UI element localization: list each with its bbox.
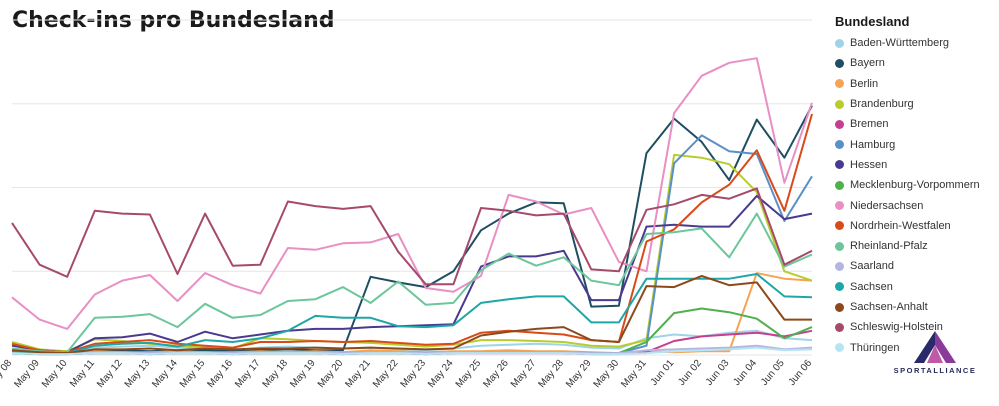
- x-tick-label: May 09: [12, 358, 42, 391]
- legend-marker: [835, 221, 844, 231]
- legend-marker: [835, 241, 844, 251]
- legend-label: Berlin: [850, 77, 879, 90]
- x-tick-label: May 14: [150, 358, 180, 391]
- x-tick-label: May 31: [619, 358, 649, 391]
- x-tick-label: Jun 03: [704, 358, 732, 388]
- series-line-schleswig-holstein: [11, 187, 813, 286]
- legend-item[interactable]: Brandenburg: [835, 94, 995, 114]
- legend-marker: [835, 261, 844, 271]
- series-line-bayern: [11, 105, 813, 354]
- series-line-hessen: [11, 194, 813, 354]
- legend-item[interactable]: Sachsen-Anhalt: [835, 297, 995, 317]
- legend-label: Hessen: [850, 158, 888, 171]
- legend-marker: [835, 180, 844, 190]
- legend-marker: [835, 201, 844, 211]
- series-line-niedersachsen: [11, 57, 813, 330]
- x-tick-label: Jun 04: [731, 358, 759, 388]
- legend-marker: [835, 282, 844, 292]
- legend-item[interactable]: Bayern: [835, 53, 995, 73]
- series-line-th-ringen: [11, 346, 813, 356]
- legend-label: Bayern: [850, 57, 885, 70]
- x-tick-label: May 30: [592, 358, 622, 391]
- x-tick-label: May 24: [426, 358, 456, 391]
- legend-label: Sachsen: [850, 280, 893, 293]
- legend-marker: [835, 140, 844, 150]
- legend-label: Sachsen-Anhalt: [850, 301, 928, 313]
- series-line-rheinland-pfalz: [11, 212, 813, 354]
- legend-label: Schleswig-Holstein: [850, 321, 943, 334]
- x-tick-label: May 12: [95, 358, 125, 391]
- legend-marker: [835, 322, 844, 332]
- legend-item[interactable]: Rheinland-Pfalz: [835, 236, 995, 256]
- legend-item[interactable]: Hamburg: [835, 134, 995, 154]
- legend-items: Baden-Württemberg Bayern Berlin Brandenburg…: [835, 33, 995, 358]
- sportalliance-logo: SPORTALLIANCE: [890, 330, 980, 375]
- sportalliance-logo-icon: [914, 331, 956, 363]
- legend-item[interactable]: Mecklenburg-Vorpommern: [835, 175, 995, 195]
- series-line-brandenburg: [11, 153, 813, 353]
- legend-item[interactable]: Hessen: [835, 155, 995, 175]
- x-tick-label: May 16: [205, 358, 235, 391]
- legend: Bundesland Baden-Württemberg Bayern Berlin…: [835, 14, 995, 358]
- x-tick-label: May 13: [123, 358, 153, 391]
- legend-label: Bremen: [850, 118, 889, 131]
- series-line-sachsen-anhalt: [11, 274, 812, 355]
- legend-label: Mecklenburg-Vorpommern: [850, 179, 980, 192]
- series-line-sachsen: [11, 273, 813, 355]
- legend-item[interactable]: Nordrhein-Westfalen: [835, 216, 995, 236]
- x-tick-label: May 21: [343, 358, 373, 391]
- series-line-nordrhein-westfalen: [11, 113, 813, 354]
- x-tick-label: May 17: [233, 358, 263, 391]
- legend-label: Baden-Württemberg: [850, 37, 950, 50]
- legend-item[interactable]: Thüringen: [835, 337, 995, 357]
- legend-title: Bundesland: [835, 14, 910, 29]
- x-tick-label: May 19: [288, 358, 318, 391]
- x-tick-label: May 28: [537, 358, 567, 391]
- x-tick-label: May 29: [564, 358, 594, 391]
- x-tick-label: May 27: [509, 358, 539, 391]
- x-tick-label: Jun 05: [759, 358, 787, 388]
- x-tick-label: Jun 06: [787, 358, 815, 388]
- legend-marker: [835, 58, 844, 68]
- legend-marker: [835, 79, 844, 89]
- legend-marker: [835, 343, 844, 353]
- legend-label: Hamburg: [850, 138, 896, 151]
- legend-marker: [835, 302, 844, 312]
- x-tick-label: May 10: [40, 358, 70, 391]
- legend-label: Brandenburg: [850, 98, 914, 111]
- x-tick-label: Jun 02: [676, 358, 704, 388]
- legend-item[interactable]: Niedersachsen: [835, 195, 995, 215]
- legend-label: Nordrhein-Westfalen: [850, 219, 951, 232]
- x-tick-label: May 11: [68, 358, 97, 390]
- legend-label: Niedersachsen: [850, 199, 924, 212]
- legend-label: Rheinland-Pfalz: [850, 240, 928, 253]
- series-line-hamburg: [11, 134, 813, 355]
- legend-item[interactable]: Baden-Württemberg: [835, 33, 995, 53]
- legend-marker: [835, 119, 844, 129]
- logo-text: SPORTALLIANCE: [893, 366, 977, 375]
- legend-label: Saarland: [850, 260, 895, 273]
- legend-marker: [835, 38, 844, 48]
- x-tick-label: May 15: [178, 358, 208, 391]
- legend-item[interactable]: Saarland: [835, 256, 995, 276]
- legend-label: Thüringen: [850, 341, 900, 354]
- x-tick-label: May 23: [399, 358, 429, 391]
- legend-item[interactable]: Bremen: [835, 114, 995, 134]
- x-tick-label: May 20: [316, 358, 346, 391]
- legend-item[interactable]: Schleswig-Holstein: [835, 317, 995, 337]
- legend-item[interactable]: Sachsen: [835, 277, 995, 297]
- x-tick-label: May 08: [0, 358, 15, 391]
- legend-item[interactable]: Berlin: [835, 74, 995, 94]
- x-tick-label: May 22: [371, 358, 401, 391]
- x-tick-label: May 25: [454, 358, 484, 391]
- x-tick-label: Jun 01: [649, 358, 677, 388]
- legend-marker: [835, 160, 844, 170]
- x-tick-label: May 18: [261, 358, 291, 391]
- legend-marker: [835, 99, 844, 109]
- x-tick-label: May 26: [481, 358, 511, 391]
